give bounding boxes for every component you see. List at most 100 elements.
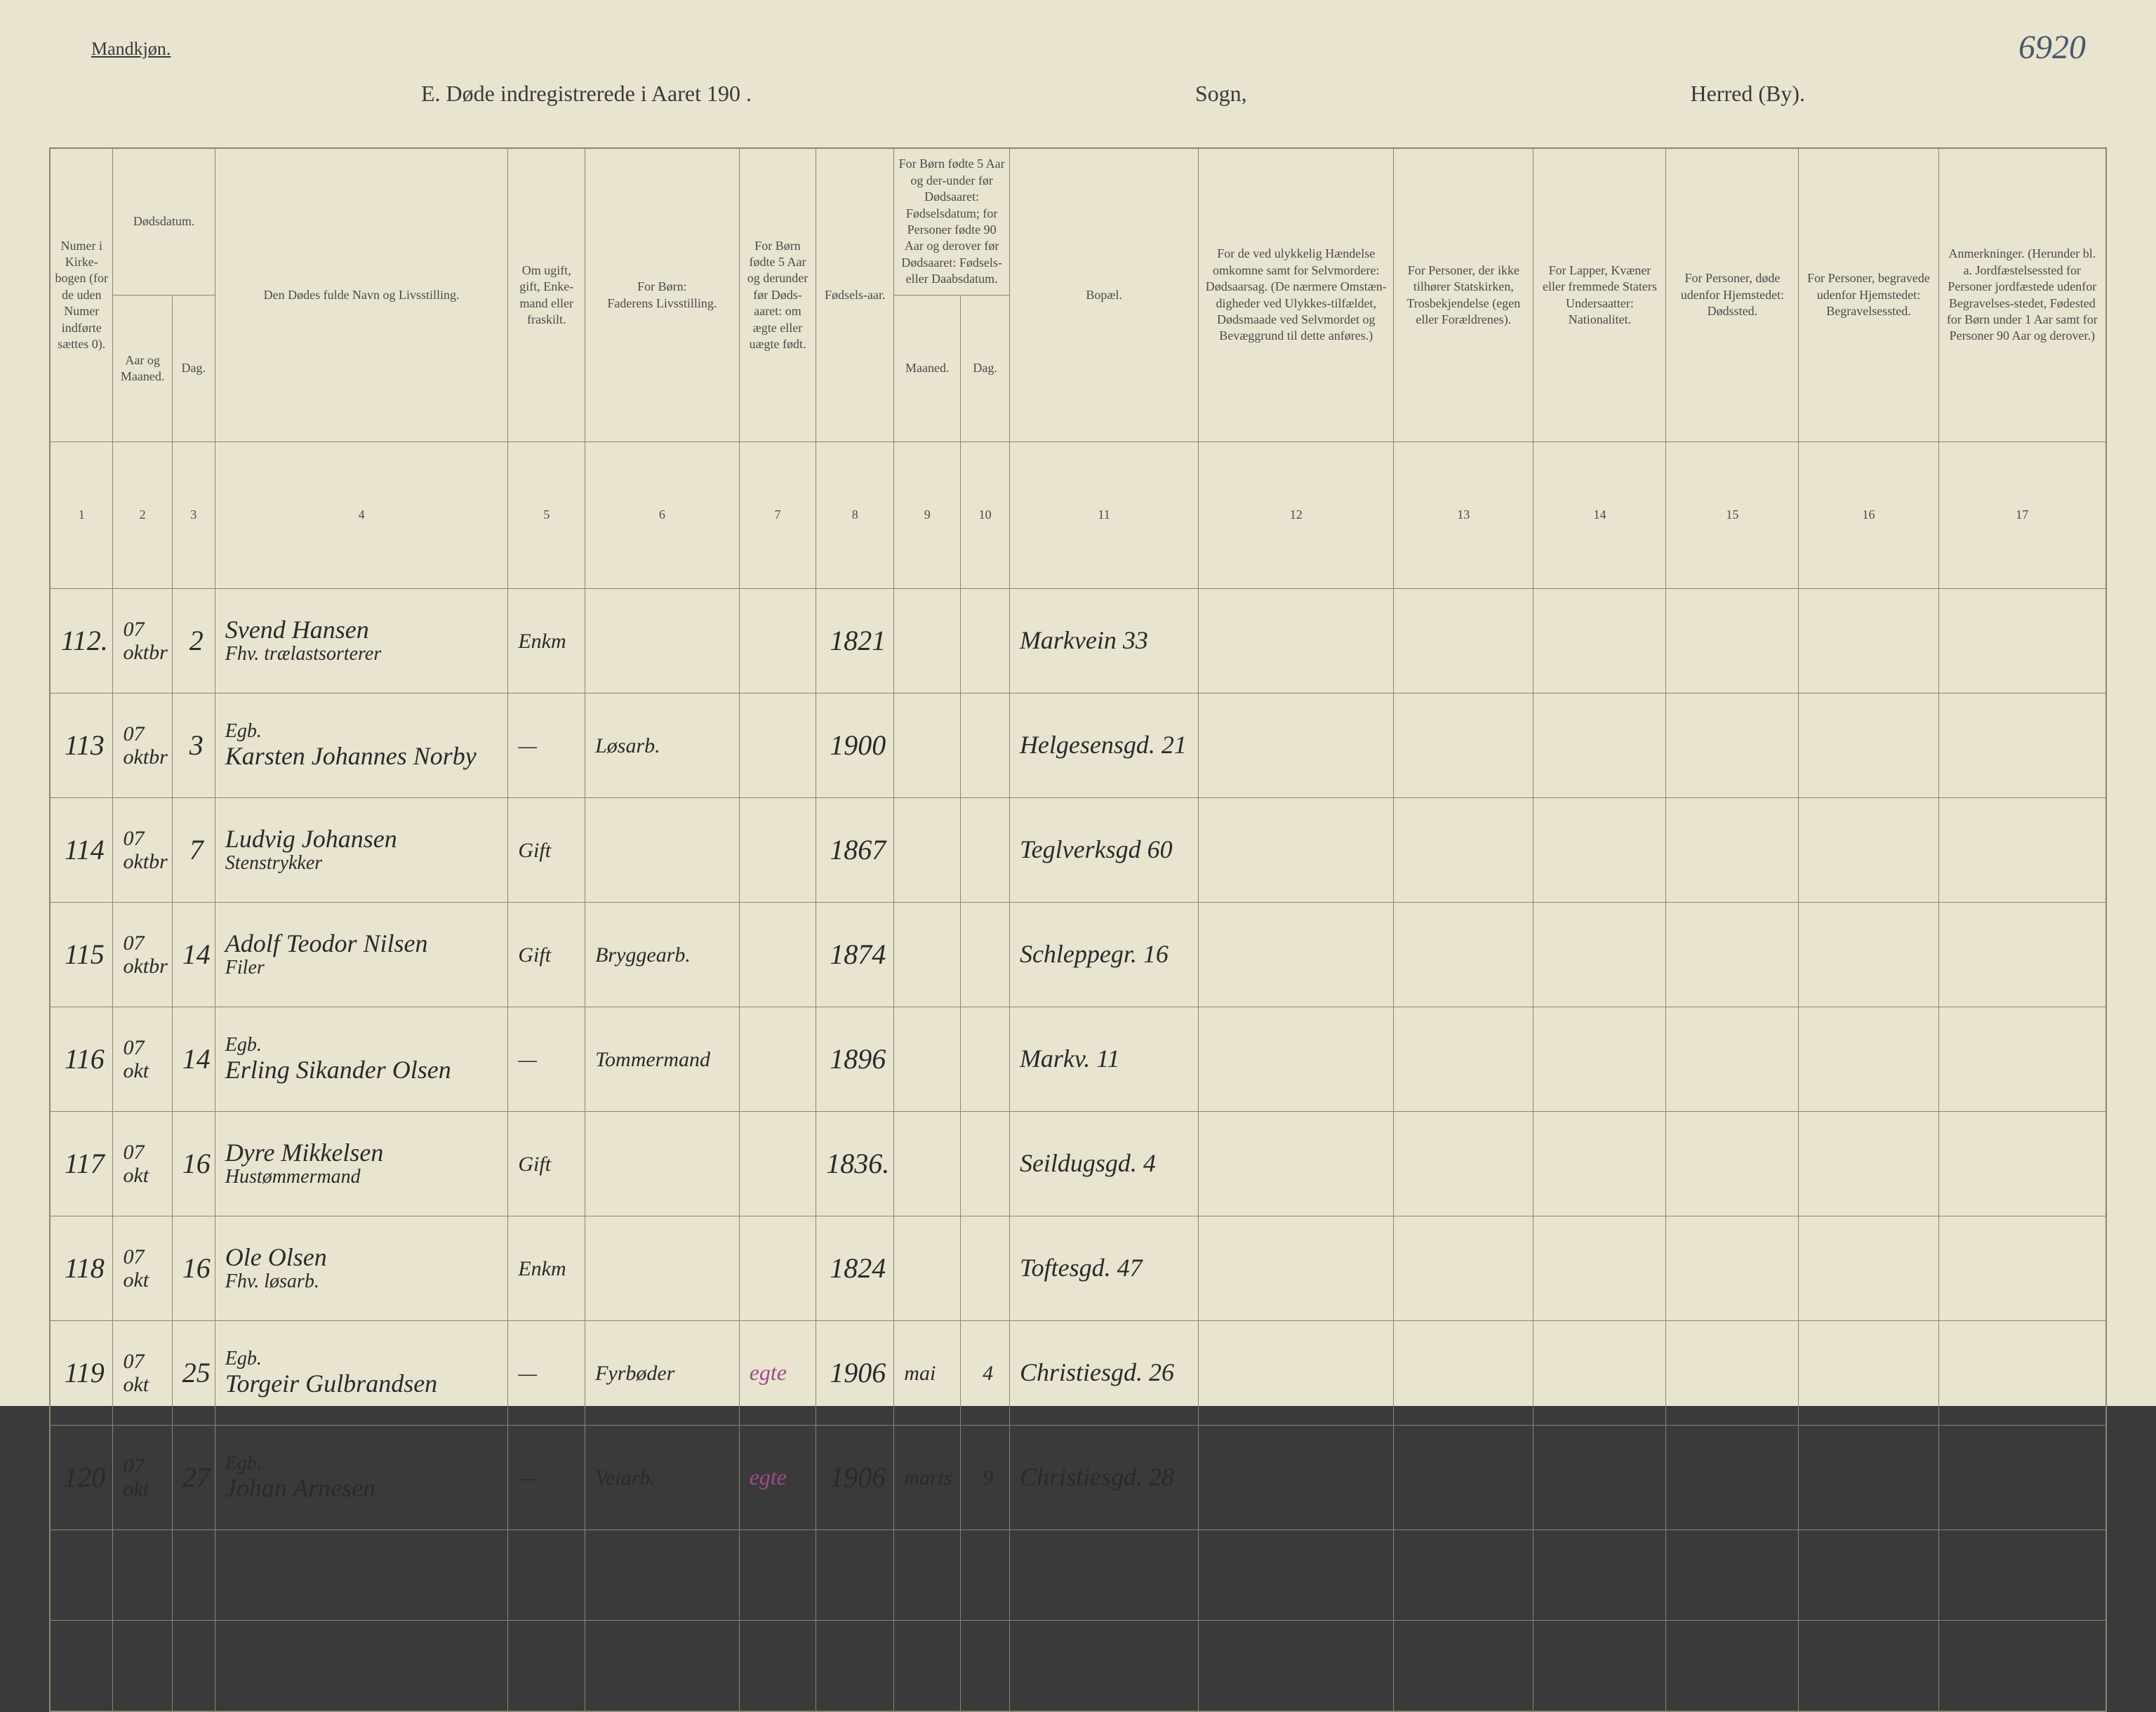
cell-empty-13 xyxy=(1394,798,1533,903)
cell-empty-17 xyxy=(1938,1216,2106,1321)
colnum: 13 xyxy=(1394,442,1533,589)
cell-legitimacy xyxy=(739,798,816,903)
colnum: 8 xyxy=(816,442,894,589)
cell-birth-year: 1900 xyxy=(816,694,894,798)
colnum: 12 xyxy=(1199,442,1394,589)
cell-empty xyxy=(894,1621,961,1712)
cell-birth-month xyxy=(894,1112,961,1216)
cell-marital-status: — xyxy=(508,1426,585,1530)
cell-residence: Schleppegr. 16 xyxy=(1009,903,1198,1007)
cell-empty xyxy=(1666,1530,1799,1621)
cell-empty-17 xyxy=(1938,1112,2106,1216)
cell-birth-month: marts xyxy=(894,1426,961,1530)
cell-empty-16 xyxy=(1799,1007,1938,1112)
cell-death-day: 14 xyxy=(172,1007,215,1112)
cell-record-number: 115 xyxy=(50,903,113,1007)
col-header-4: Den Dødes fulde Navn og Livsstilling. xyxy=(215,148,508,442)
col-header-6: For Børn: Faderens Livsstilling. xyxy=(585,148,740,442)
cell-father-occupation: Veiarb. xyxy=(585,1426,740,1530)
cell-death-month: 07okt xyxy=(113,1216,172,1321)
cell-empty-16 xyxy=(1799,694,1938,798)
cell-death-day: 16 xyxy=(172,1216,215,1321)
cell-empty xyxy=(215,1621,508,1712)
col-header-9: Maaned. xyxy=(894,296,961,442)
cell-empty xyxy=(215,1530,508,1621)
title-sogn: Sogn, xyxy=(1195,81,1247,107)
cell-legitimacy xyxy=(739,589,816,694)
title-herred: Herred (By). xyxy=(1691,81,1805,107)
gender-label: Mandkjøn. xyxy=(91,39,171,60)
cell-legitimacy: egte xyxy=(739,1321,816,1426)
cell-birth-month xyxy=(894,903,961,1007)
cell-empty-15 xyxy=(1666,1112,1799,1216)
table-row: 11407oktbr7Ludvig JohansenStenstrykkerGi… xyxy=(50,798,2106,903)
cell-legitimacy xyxy=(739,1007,816,1112)
table-row-empty xyxy=(50,1530,2106,1621)
cell-name-occupation: Egb.Johan Arnesen xyxy=(215,1426,508,1530)
handwritten-page-number: 6920 xyxy=(2018,28,2086,67)
col-header-6-sub: Faderens Livsstilling. xyxy=(607,296,717,310)
cell-birth-year: 1896 xyxy=(816,1007,894,1112)
col-header-7: For Børn fødte 5 Aar og derunder før Død… xyxy=(739,148,816,442)
ledger-page: Mandkjøn. 6920 E. Døde indregistrerede i… xyxy=(0,0,2156,1406)
cell-empty xyxy=(1666,1621,1799,1712)
col-header-8: Fødsels-aar. xyxy=(816,148,894,442)
cell-legitimacy xyxy=(739,694,816,798)
cell-name-occupation: Ole OlsenFhv. løsarb. xyxy=(215,1216,508,1321)
colnum: 14 xyxy=(1533,442,1666,589)
cell-empty xyxy=(1938,1530,2106,1621)
cell-empty-16 xyxy=(1799,1112,1938,1216)
cell-empty xyxy=(1938,1621,2106,1712)
cell-legitimacy xyxy=(739,903,816,1007)
cell-empty-15 xyxy=(1666,1216,1799,1321)
cell-father-occupation: Løsarb. xyxy=(585,694,740,798)
cell-empty-13 xyxy=(1394,694,1533,798)
cell-residence: Teglverksgd 60 xyxy=(1009,798,1198,903)
cell-birth-month xyxy=(894,589,961,694)
colnum: 11 xyxy=(1009,442,1198,589)
cell-empty xyxy=(961,1621,1010,1712)
table-row: 112.07oktbr2Svend HansenFhv. trælastsort… xyxy=(50,589,2106,694)
cell-record-number: 120 xyxy=(50,1426,113,1530)
cell-birth-day: 9 xyxy=(961,1426,1010,1530)
cell-empty-14 xyxy=(1533,1112,1666,1216)
cell-empty xyxy=(1394,1530,1533,1621)
cell-empty-12 xyxy=(1199,694,1394,798)
cell-birth-day xyxy=(961,1216,1010,1321)
cell-residence: Christiesgd. 26 xyxy=(1009,1321,1198,1426)
cell-death-month: 07okt xyxy=(113,1007,172,1112)
cell-empty-14 xyxy=(1533,589,1666,694)
col-header-17: Anmerkninger. (Herunder bl. a. Jordfæste… xyxy=(1938,148,2106,442)
cell-death-day: 7 xyxy=(172,798,215,903)
cell-father-occupation: Fyrbøder xyxy=(585,1321,740,1426)
table-row: 11907okt25Egb.Torgeir Gulbrandsen—Fyrbød… xyxy=(50,1321,2106,1426)
cell-death-day: 14 xyxy=(172,903,215,1007)
cell-death-day: 3 xyxy=(172,694,215,798)
cell-father-occupation xyxy=(585,1216,740,1321)
death-register-table: Numer i Kirke-bogen (for de uden Numer i… xyxy=(49,147,2107,1712)
cell-legitimacy xyxy=(739,1216,816,1321)
cell-empty-12 xyxy=(1199,903,1394,1007)
table-row: 11607okt14Egb.Erling Sikander Olsen—Tomm… xyxy=(50,1007,2106,1112)
cell-record-number: 113 xyxy=(50,694,113,798)
cell-empty-17 xyxy=(1938,798,2106,903)
cell-empty-16 xyxy=(1799,903,1938,1007)
cell-empty xyxy=(739,1530,816,1621)
col-header-15: For Personer, døde udenfor Hjemstedet: D… xyxy=(1666,148,1799,442)
cell-empty-16 xyxy=(1799,1321,1938,1426)
col-header-14: For Lapper, Kvæner eller fremmede Stater… xyxy=(1533,148,1666,442)
cell-birth-day xyxy=(961,798,1010,903)
col-header-13: For Personer, der ikke tilhører Statskir… xyxy=(1394,148,1533,442)
cell-empty-14 xyxy=(1533,903,1666,1007)
cell-birth-year: 1906 xyxy=(816,1321,894,1426)
table-body: 112.07oktbr2Svend HansenFhv. trælastsort… xyxy=(50,589,2106,1712)
cell-empty-13 xyxy=(1394,589,1533,694)
cell-birth-month xyxy=(894,1216,961,1321)
cell-empty-14 xyxy=(1533,694,1666,798)
cell-empty-13 xyxy=(1394,1321,1533,1426)
table-row: 11707okt16Dyre MikkelsenHustømmermandGif… xyxy=(50,1112,2106,1216)
colnum: 17 xyxy=(1938,442,2106,589)
cell-empty xyxy=(1394,1621,1533,1712)
cell-father-occupation xyxy=(585,1112,740,1216)
col-header-3: Dag. xyxy=(172,296,215,442)
